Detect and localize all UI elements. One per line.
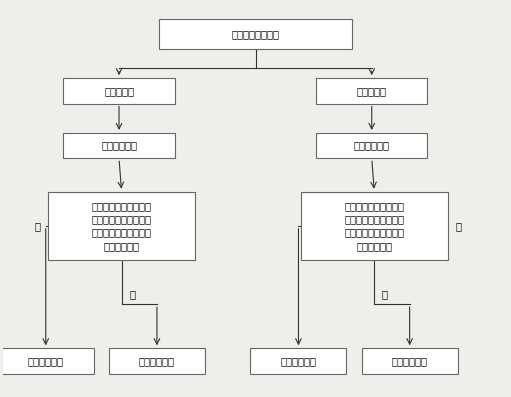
Text: 继电器无故障: 继电器无故障 (391, 356, 428, 366)
FancyBboxPatch shape (109, 348, 205, 374)
Text: 是: 是 (382, 289, 388, 299)
Text: 否: 否 (455, 221, 461, 231)
FancyBboxPatch shape (316, 133, 427, 158)
FancyBboxPatch shape (301, 192, 448, 260)
FancyBboxPatch shape (362, 348, 458, 374)
FancyBboxPatch shape (0, 348, 94, 374)
Text: 切换开关导通: 切换开关导通 (101, 141, 137, 150)
FancyBboxPatch shape (63, 78, 175, 104)
Text: 是: 是 (129, 289, 135, 299)
Text: 继电器有故障: 继电器有故障 (281, 356, 316, 366)
FancyBboxPatch shape (48, 192, 195, 260)
Text: 继电器闭合: 继电器闭合 (357, 86, 387, 96)
FancyBboxPatch shape (250, 348, 346, 374)
Text: 继电器有故障: 继电器有故障 (28, 356, 64, 366)
FancyBboxPatch shape (63, 133, 175, 158)
Text: 信号控制单元控制: 信号控制单元控制 (231, 29, 280, 39)
Text: 光耦采集继电器两输出
端之间的电压，产生输
出信号，判断输出信号
是否有下降沿: 光耦采集继电器两输出 端之间的电压，产生输 出信号，判断输出信号 是否有下降沿 (344, 201, 404, 251)
Text: 切换开关导通: 切换开关导通 (354, 141, 390, 150)
Text: 继电器无故障: 继电器无故障 (139, 356, 175, 366)
Text: 继电器断开: 继电器断开 (104, 86, 134, 96)
FancyBboxPatch shape (316, 78, 427, 104)
FancyBboxPatch shape (159, 19, 352, 49)
Text: 光耦采集继电器两输出
端之间的电压，产生输
出信号，判断输出信号
是否有下降沿: 光耦采集继电器两输出 端之间的电压，产生输 出信号，判断输出信号 是否有下降沿 (91, 201, 152, 251)
Text: 否: 否 (35, 221, 41, 231)
